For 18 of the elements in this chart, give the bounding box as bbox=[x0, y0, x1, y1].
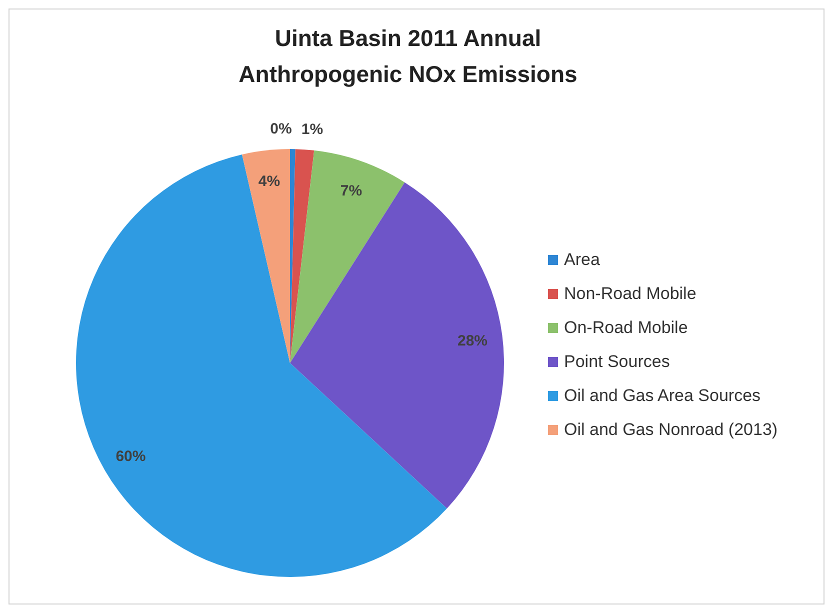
pie-slice bbox=[242, 149, 290, 363]
legend-label: Area bbox=[564, 250, 600, 269]
legend-label: Point Sources bbox=[564, 352, 670, 371]
pie-slice bbox=[290, 182, 504, 509]
data-label: 4% bbox=[258, 173, 280, 190]
data-label: 1% bbox=[301, 121, 324, 138]
data-label: 60% bbox=[116, 448, 146, 466]
chart-title: Uinta Basin 2011 Annual Anthropogenic NOx Emissions bbox=[238, 25, 578, 87]
legend-label: On-Road Mobile bbox=[564, 318, 688, 337]
pie-slice bbox=[290, 150, 405, 363]
data-label: 28% bbox=[458, 332, 488, 350]
legend-label: Non-Road Mobile bbox=[564, 284, 696, 303]
pie-slice bbox=[76, 154, 447, 577]
legend-label: Oil and Gas Nonroad (2013) bbox=[564, 420, 778, 439]
legend-label: Oil and Gas Area Sources bbox=[564, 386, 761, 405]
data-label: 7% bbox=[340, 182, 362, 200]
pie-slice bbox=[290, 149, 314, 363]
data-label: 0% bbox=[270, 120, 292, 138]
